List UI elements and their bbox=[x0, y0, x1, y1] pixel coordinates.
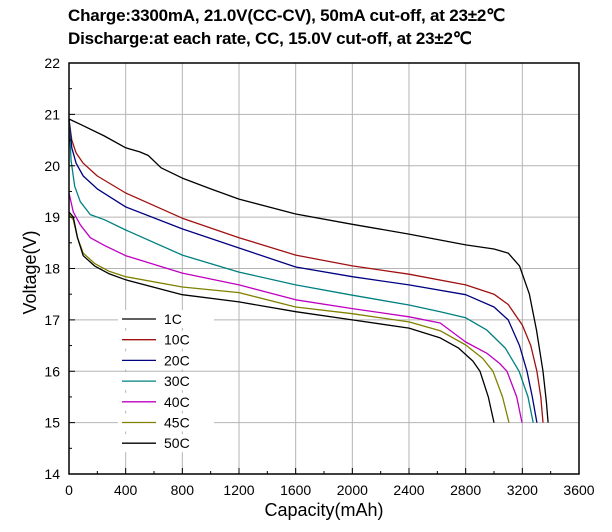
legend-label-45c: 45C bbox=[164, 415, 190, 431]
chart-subtitle: Discharge:at each rate, CC, 15.0V cut-of… bbox=[68, 29, 472, 48]
y-tick-label: 22 bbox=[44, 55, 60, 71]
legend-background bbox=[118, 330, 214, 349]
chart-title: Charge:3300mA, 21.0V(CC-CV), 50mA cut-of… bbox=[68, 6, 506, 25]
y-axis-label: Voltage(V) bbox=[20, 230, 40, 314]
series-line-20c bbox=[68, 119, 538, 423]
series-line-30c bbox=[68, 119, 534, 423]
y-tick-label: 17 bbox=[44, 312, 60, 328]
legend-background bbox=[118, 434, 214, 453]
legend-label-40c: 40C bbox=[164, 394, 190, 410]
legend-background bbox=[118, 351, 214, 370]
y-tick-label: 16 bbox=[44, 363, 60, 379]
legend-background bbox=[118, 372, 214, 391]
x-tick-label: 1200 bbox=[223, 482, 254, 498]
x-tick-labels: 0 400 800 1200 1600 2000 2400 2800 3200 3600 bbox=[65, 482, 595, 498]
series-line-10c bbox=[68, 119, 544, 423]
series-line-45c bbox=[68, 214, 510, 423]
x-tick-label: 2000 bbox=[337, 482, 368, 498]
series-line-50c bbox=[68, 211, 495, 423]
series-line-1c bbox=[68, 118, 549, 423]
legend-background bbox=[118, 310, 214, 328]
x-tick-label: 1600 bbox=[280, 482, 311, 498]
y-tick-label: 21 bbox=[44, 106, 60, 122]
legend-background bbox=[118, 392, 214, 411]
y-tick-label: 14 bbox=[44, 466, 60, 482]
x-tick-label: 2800 bbox=[450, 482, 481, 498]
x-axis-label: Capacity(mAh) bbox=[264, 500, 383, 520]
legend: 1C 10C 20C 30C 40C 45C 50C bbox=[118, 310, 214, 453]
y-tick-labels: 14 15 16 17 18 19 20 21 22 bbox=[44, 55, 60, 482]
x-tick-label: 400 bbox=[114, 482, 138, 498]
series-group bbox=[68, 118, 549, 423]
y-tick-label: 20 bbox=[44, 158, 60, 174]
legend-label-1c: 1C bbox=[164, 311, 182, 327]
x-tick-label: 2400 bbox=[393, 482, 424, 498]
legend-label-30c: 30C bbox=[164, 373, 190, 389]
y-tick-label: 19 bbox=[44, 209, 60, 225]
y-tick-label: 18 bbox=[44, 261, 60, 277]
legend-label-50c: 50C bbox=[164, 435, 190, 451]
x-tick-label: 3200 bbox=[507, 482, 538, 498]
legend-label-10c: 10C bbox=[164, 332, 190, 348]
ticks bbox=[68, 62, 580, 475]
x-tick-label: 3600 bbox=[563, 482, 594, 498]
y-tick-label: 15 bbox=[44, 415, 60, 431]
series-line-40c bbox=[68, 192, 523, 423]
x-tick-label: 800 bbox=[171, 482, 195, 498]
legend-label-20c: 20C bbox=[164, 352, 190, 368]
grid bbox=[69, 63, 579, 474]
legend-background bbox=[118, 413, 214, 432]
x-tick-label: 0 bbox=[65, 482, 73, 498]
